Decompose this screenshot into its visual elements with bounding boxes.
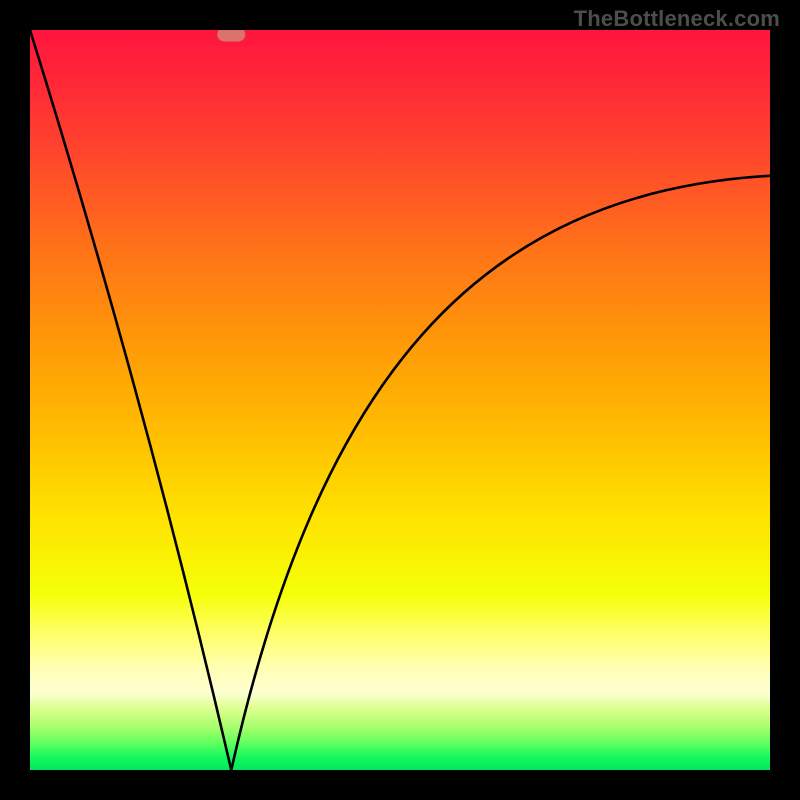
- plot-svg: [30, 30, 770, 770]
- gradient-background: [30, 30, 770, 770]
- watermark-text: TheBottleneck.com: [574, 6, 780, 32]
- plot-area: [30, 30, 770, 770]
- optimum-marker: [217, 30, 245, 41]
